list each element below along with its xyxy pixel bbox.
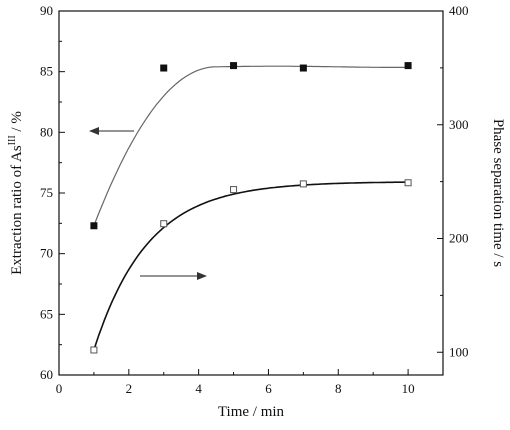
left-arrow-head bbox=[89, 127, 99, 135]
x-tick-label: 0 bbox=[56, 381, 63, 396]
left-y-tick-label: 65 bbox=[40, 306, 53, 321]
left-y-axis-ticks: 60 65 70 75 80 85 90 bbox=[40, 3, 65, 382]
left-y-tick-label: 90 bbox=[40, 3, 53, 18]
right-y-axis-title: Phase separation time / s bbox=[490, 119, 506, 267]
x-tick-label: 6 bbox=[265, 381, 272, 396]
right-y-tick-label: 100 bbox=[449, 344, 469, 359]
data-points bbox=[90, 62, 412, 354]
extraction-data-point bbox=[299, 64, 307, 72]
x-axis-ticks: 0 2 4 6 8 10 bbox=[56, 369, 415, 396]
right-y-tick-label: 400 bbox=[449, 3, 469, 18]
phase-time-data-point bbox=[90, 346, 98, 354]
x-tick-label: 2 bbox=[126, 381, 133, 396]
right-y-tick-label: 300 bbox=[449, 117, 469, 132]
left-y-axis-title: Extraction ratio of AsIII / % bbox=[7, 111, 25, 275]
left-y-tick-label: 85 bbox=[40, 64, 53, 79]
right-y-axis-ticks: 100 200 300 400 bbox=[437, 3, 469, 359]
phase-time-data-point bbox=[230, 186, 238, 194]
x-axis-title: Time / min bbox=[218, 404, 285, 420]
phase-time-data-point bbox=[160, 220, 168, 228]
x-tick-label: 10 bbox=[402, 381, 415, 396]
extraction-data-point bbox=[404, 62, 412, 70]
extraction-fit-curve bbox=[93, 65, 409, 227]
x-tick-label: 4 bbox=[195, 381, 202, 396]
extraction-data-point bbox=[90, 222, 98, 230]
left-y-tick-label: 75 bbox=[40, 185, 53, 200]
x-tick-label: 8 bbox=[335, 381, 342, 396]
extraction-data-point bbox=[160, 64, 168, 72]
plot-frame bbox=[58, 10, 444, 376]
right-arrow-head bbox=[197, 272, 207, 280]
left-y-tick-label: 60 bbox=[40, 367, 53, 382]
left-y-tick-label: 70 bbox=[40, 246, 53, 261]
left-y-tick-label: 80 bbox=[40, 124, 53, 139]
phase-time-data-point bbox=[404, 179, 412, 187]
right-y-tick-label: 200 bbox=[449, 231, 469, 246]
annotation-arrows bbox=[89, 127, 207, 280]
extraction-data-point bbox=[230, 62, 238, 70]
phase-time-fit-curve bbox=[93, 181, 409, 351]
fit-curves bbox=[93, 65, 409, 351]
phase-time-data-point bbox=[299, 180, 307, 188]
